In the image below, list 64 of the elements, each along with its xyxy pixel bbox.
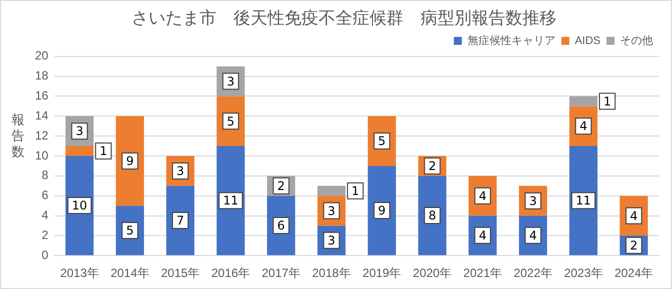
- bar: [368, 166, 396, 256]
- data-label: 3: [529, 194, 537, 208]
- y-axis-title: 報告数: [10, 113, 26, 161]
- x-tick-label: 2013年: [60, 266, 99, 280]
- legend-label: その他: [620, 34, 653, 47]
- x-tick-label: 2023年: [564, 266, 603, 280]
- data-label: 10: [72, 198, 88, 213]
- chart-title: さいたま市 後天性免疫不全症候群 病型別報告数推移: [132, 8, 556, 29]
- x-tick-label: 2018年: [312, 266, 351, 280]
- data-label: 4: [580, 119, 588, 134]
- bar: [65, 146, 94, 156]
- data-label: 9: [378, 204, 386, 218]
- data-label: 1: [100, 144, 108, 158]
- data-label: 3: [76, 124, 84, 138]
- data-label: 1: [352, 184, 360, 198]
- x-tick-label: 2024年: [614, 266, 654, 280]
- y-tick-label: 16: [34, 88, 49, 103]
- legend-label: 無症候性キャリア: [467, 34, 556, 47]
- y-tick-label: 20: [34, 48, 49, 63]
- y-tick-label: 12: [34, 128, 49, 142]
- data-label: 5: [378, 134, 386, 148]
- bar: [569, 146, 598, 256]
- data-label: 4: [478, 228, 486, 243]
- x-tick-label: 2022年: [514, 266, 552, 280]
- data-label: 5: [126, 224, 134, 238]
- y-tick-label: 10: [34, 148, 49, 162]
- data-label: 2: [428, 159, 436, 174]
- data-label: 2: [277, 179, 285, 194]
- y-tick-label: 8: [42, 168, 49, 182]
- data-label: 4: [478, 188, 486, 203]
- data-label: 5: [226, 114, 235, 128]
- data-label: 4: [529, 228, 537, 243]
- bar: [216, 146, 245, 256]
- x-tick-label: 2021年: [463, 266, 502, 280]
- y-tick-label: 4: [42, 208, 49, 222]
- data-label: 3: [328, 204, 336, 218]
- bar: [569, 96, 598, 106]
- data-label: 6: [277, 218, 285, 233]
- y-tick-label: 6: [42, 188, 49, 202]
- x-tick-label: 2020年: [412, 266, 452, 280]
- data-label: 3: [328, 234, 336, 248]
- data-label: 3: [176, 164, 184, 178]
- y-tick-label: 14: [34, 108, 49, 122]
- data-label: 11: [223, 194, 238, 208]
- data-label: 3: [226, 74, 235, 88]
- y-tick-label: 18: [34, 68, 49, 83]
- x-tick-label: 2014年: [110, 266, 150, 280]
- y-tick-label: 2: [42, 228, 49, 242]
- bar: [116, 116, 144, 206]
- data-label: 4: [630, 208, 638, 223]
- data-label: 1: [603, 94, 612, 108]
- data-label: 7: [176, 214, 184, 228]
- bar: [418, 176, 446, 256]
- bar: [317, 186, 346, 196]
- data-label: 11: [576, 194, 592, 208]
- y-tick-label: 0: [42, 248, 49, 262]
- x-tick-label: 2015年: [160, 266, 200, 280]
- x-tick-label: 2017年: [262, 266, 300, 280]
- x-tick-label: 2019年: [362, 266, 402, 280]
- legend-label: AIDS: [574, 34, 601, 47]
- data-label: 9: [126, 154, 134, 168]
- x-tick-label: 2016年: [211, 266, 250, 280]
- data-label: 2: [630, 238, 638, 253]
- data-label: 8: [428, 208, 436, 223]
